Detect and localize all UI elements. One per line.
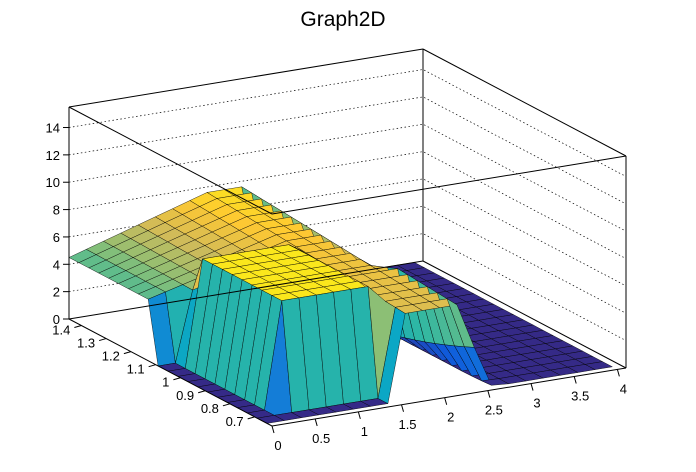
y-tick-label-6: 1.3 — [77, 336, 95, 351]
chart-title: Graph2D — [300, 8, 385, 31]
y-tick-2 — [198, 390, 206, 394]
y-tick-5 — [123, 351, 132, 355]
y-tick-label-3: 1 — [162, 375, 169, 390]
x-tick-7 — [573, 376, 577, 384]
y-tick-label-7: 1.4 — [52, 323, 70, 338]
y-tick-0 — [247, 416, 255, 420]
x-tick-label-4: 2 — [447, 410, 454, 425]
z-tick-label-0: 0 — [53, 312, 60, 327]
y-tick-label-5: 1.2 — [102, 349, 120, 364]
y-tick-6 — [98, 338, 107, 342]
z-tick-label-6: 12 — [46, 148, 60, 163]
x-tick-label-1: 0.5 — [312, 431, 330, 446]
x-tick-4 — [444, 397, 448, 405]
frame-edge-10 — [271, 155, 627, 215]
x-tick-5 — [487, 390, 491, 398]
surface-cell-399 — [584, 361, 614, 370]
y-tick-3 — [173, 377, 181, 381]
x-tick-6 — [530, 383, 534, 391]
y-tick-4 — [148, 364, 156, 368]
frame-edge-7 — [68, 260, 424, 320]
z-tick-label-7: 14 — [46, 121, 60, 136]
x-tick-8 — [616, 369, 620, 377]
y-tick-label-0: 0.7 — [226, 414, 244, 429]
x-tick-3 — [401, 404, 404, 412]
x-tick-label-8: 4 — [620, 381, 627, 396]
z-tick-label-3: 6 — [53, 230, 60, 245]
frame-edge-6 — [422, 48, 627, 157]
y-tick-label-1: 0.8 — [201, 401, 219, 416]
x-tick-label-7: 3.5 — [571, 388, 589, 403]
frame-edge-0 — [271, 367, 627, 427]
x-tick-label-3: 1.5 — [398, 417, 416, 432]
z-tick-label-5: 10 — [46, 175, 60, 190]
z-tick-label-1: 2 — [53, 285, 60, 300]
right-wall — [423, 49, 626, 368]
y-tick-1 — [222, 403, 231, 407]
frame-edge-1 — [68, 318, 273, 427]
frame-edge-8 — [422, 260, 627, 369]
x-tick-2 — [357, 411, 361, 419]
y-tick-7 — [74, 325, 82, 329]
x-tick-label-5: 2.5 — [485, 403, 503, 418]
x-tick-label-6: 3 — [533, 396, 540, 411]
frame-edge-9 — [68, 106, 273, 215]
x-tick-0 — [271, 425, 275, 434]
x-tick-label-2: 1 — [361, 424, 368, 439]
axis-frame — [68, 48, 627, 427]
y-axis: 0.7 0.8 0.9 1 1.1 1.2 1.3 1.4 — [52, 323, 255, 429]
x-tick-label-0: 0 — [274, 438, 281, 453]
frame-edge-5 — [68, 48, 424, 108]
x-tick-1 — [314, 418, 318, 427]
x-axis: 0 0.5 1 1.5 2 2.5 3 3.5 4 — [271, 369, 627, 453]
surface-plot — [68, 186, 614, 424]
z-axis: 0 2 4 6 8 10 12 14 — [46, 121, 69, 327]
y-tick-label-2: 0.9 — [176, 388, 194, 403]
z-tick-label-2: 4 — [53, 257, 60, 272]
y-tick-label-4: 1.1 — [127, 362, 145, 377]
z-tick-label-4: 8 — [53, 203, 60, 218]
